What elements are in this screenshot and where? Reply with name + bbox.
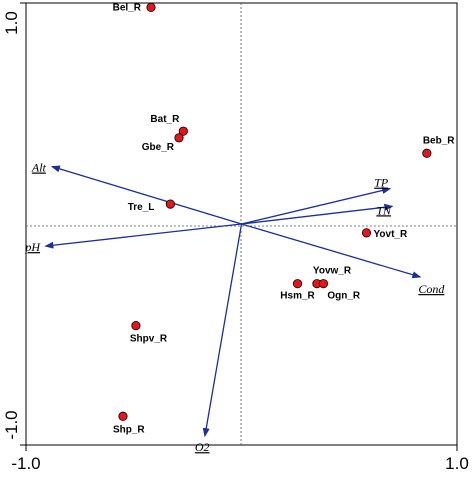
site-point <box>165 199 175 209</box>
variable-label: O2 <box>195 440 210 454</box>
site-label: Beb_R <box>423 135 455 146</box>
site-label: Bel_R <box>113 2 142 13</box>
site-label: Shpv_R <box>130 334 168 345</box>
y-tick-label: 1.0 <box>2 11 21 35</box>
site-point <box>361 228 372 238</box>
site-label: Shp_R <box>113 424 145 435</box>
axis-ticks: -1.0 1.0 1.0 -1.0 <box>2 2 469 473</box>
site-point <box>118 411 128 421</box>
site-point <box>292 279 303 289</box>
variable-arrow <box>241 187 392 225</box>
site-label: Ogn_R <box>327 291 361 302</box>
variable-arrow <box>241 203 394 225</box>
variable-label: Cond <box>418 282 445 296</box>
variable-label: pH <box>24 240 41 254</box>
site-point <box>146 2 156 13</box>
site-label: Tre_L <box>128 202 155 213</box>
site-label: Yovw_R <box>313 266 352 277</box>
variable-arrow <box>44 223 242 249</box>
site-point <box>174 133 184 143</box>
site-point <box>131 321 141 331</box>
site-label: Bat_R <box>150 114 180 125</box>
site-point <box>318 279 328 289</box>
variable-arrow <box>202 223 243 438</box>
x-tick-label: -1.0 <box>11 454 40 473</box>
variable-arrow <box>241 223 422 279</box>
site-label: Hsm_R <box>280 291 315 302</box>
variable-label: TN <box>376 203 392 217</box>
y-tick-label: -1.0 <box>2 410 21 439</box>
site-label: Gbe_R <box>142 142 175 153</box>
x-tick-label: 1.0 <box>445 454 469 473</box>
site-point <box>422 148 432 158</box>
site-point <box>178 126 188 136</box>
variable-arrow <box>50 165 242 225</box>
variable-label: Alt <box>31 161 47 175</box>
site-points <box>118 2 432 421</box>
variable-label: TP <box>374 176 389 190</box>
labels: Alt pH TP TN Cond O2 Bel_R Bat_R Gbe_R Beb_R Tre_L… <box>24 2 455 454</box>
variable-arrows <box>44 165 422 438</box>
site-label: Yovt_R <box>373 229 407 240</box>
plot-frame <box>25 2 458 446</box>
